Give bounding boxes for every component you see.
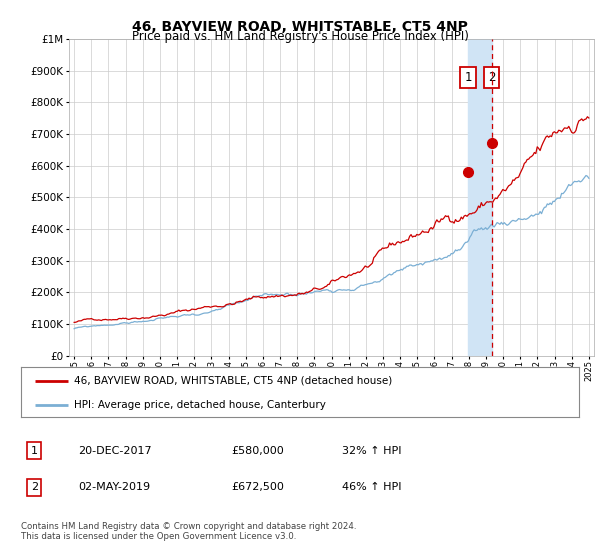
Text: Contains HM Land Registry data © Crown copyright and database right 2024.
This d: Contains HM Land Registry data © Crown c… [21,522,356,542]
Text: £672,500: £672,500 [231,482,284,492]
Text: 2: 2 [488,71,496,83]
Text: 32% ↑ HPI: 32% ↑ HPI [342,446,401,456]
Text: 2: 2 [31,482,38,492]
Text: 02-MAY-2019: 02-MAY-2019 [78,482,150,492]
Text: £580,000: £580,000 [231,446,284,456]
Text: 1: 1 [464,71,472,83]
Text: 46% ↑ HPI: 46% ↑ HPI [342,482,401,492]
Text: 1: 1 [31,446,38,456]
Text: HPI: Average price, detached house, Canterbury: HPI: Average price, detached house, Cant… [74,400,326,409]
Bar [468,39,491,356]
Text: 20-DEC-2017: 20-DEC-2017 [78,446,152,456]
Text: 46, BAYVIEW ROAD, WHITSTABLE, CT5 4NP (detached house): 46, BAYVIEW ROAD, WHITSTABLE, CT5 4NP (d… [74,376,392,386]
Text: 46, BAYVIEW ROAD, WHITSTABLE, CT5 4NP: 46, BAYVIEW ROAD, WHITSTABLE, CT5 4NP [132,20,468,34]
Text: Price paid vs. HM Land Registry's House Price Index (HPI): Price paid vs. HM Land Registry's House … [131,30,469,43]
